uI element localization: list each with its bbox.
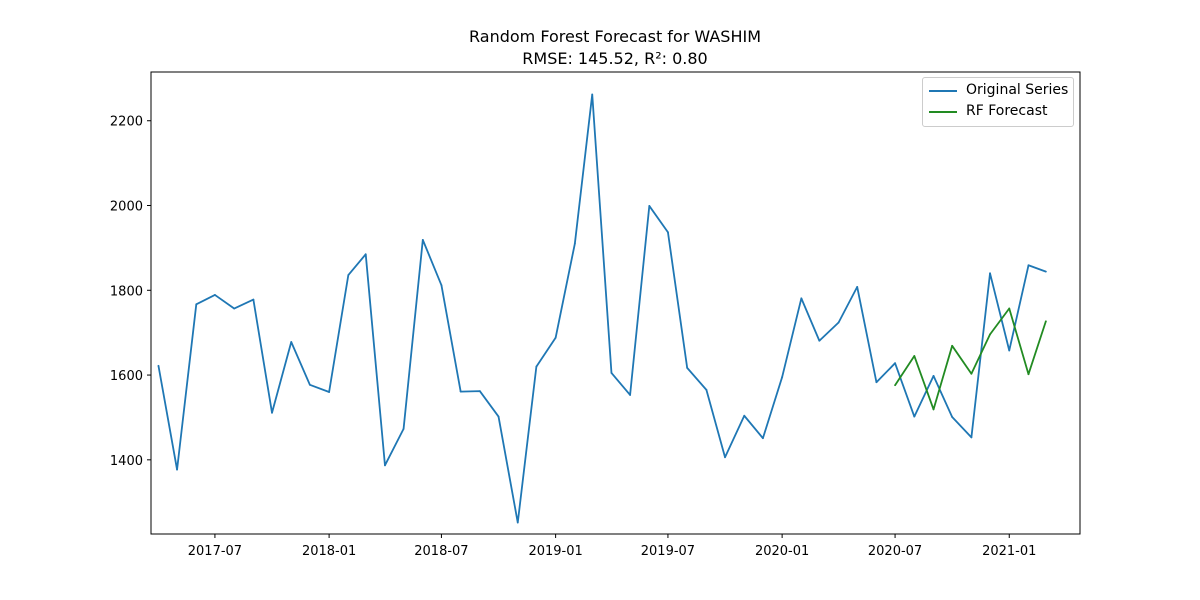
y-tick-label: 1400 [110, 454, 143, 469]
data-point-original-series [743, 414, 746, 417]
data-point-original-series [648, 205, 651, 207]
data-point-original-series [837, 321, 840, 324]
data-point-original-series [328, 391, 331, 393]
data-point-original-series [705, 388, 708, 391]
data-point-original-series [970, 436, 973, 439]
data-point-original-series [573, 242, 576, 245]
data-point-original-series [233, 307, 236, 310]
data-point-original-series [781, 376, 784, 379]
data-point-original-series [271, 411, 273, 414]
data-point-original-series [932, 375, 935, 377]
data-point-rf-forecast [894, 384, 896, 387]
legend-item-rf-forecast: RF Forecast [923, 102, 1073, 122]
data-point-rf-forecast [951, 344, 954, 347]
data-point-original-series [440, 284, 443, 287]
data-point-original-series [554, 336, 557, 339]
data-point-original-series [157, 364, 160, 367]
data-point-rf-forecast [1008, 307, 1011, 310]
data-point-original-series [421, 238, 424, 241]
axis-layer: 2017-07 2018-01 2018-07 2019-01 2019-07 2020-… [110, 115, 1037, 559]
y-tick-label: 1600 [110, 369, 143, 384]
data-point-original-series [214, 294, 216, 296]
chart-subtitle: RMSE: 145.52, R²: 0.80 [522, 49, 708, 68]
series-layer [157, 93, 1047, 524]
x-tick-label: 2020-01 [755, 544, 809, 559]
data-point-original-series [459, 390, 462, 393]
data-point-original-series [875, 381, 878, 384]
x-tick-label: 2019-01 [528, 544, 582, 559]
data-point-original-series [479, 390, 481, 393]
legend-item-original-series: Original Series [923, 81, 1073, 101]
data-point-original-series [667, 231, 669, 234]
data-point-original-series [347, 274, 350, 276]
data-point-original-series [252, 298, 255, 301]
x-tick-label: 2020-07 [868, 544, 922, 559]
legend-swatch-rf-forecast [929, 111, 957, 113]
data-point-rf-forecast [989, 333, 991, 336]
data-point-rf-forecast [932, 408, 935, 411]
chart-title: Random Forest Forecast for WASHIM [469, 27, 761, 46]
x-tick-label: 2021-01 [982, 544, 1036, 559]
legend: Original Series RF Forecast [922, 77, 1074, 127]
data-point-original-series [761, 437, 764, 440]
legend-swatch-original-series [929, 90, 957, 92]
data-point-original-series [1008, 349, 1011, 352]
data-point-original-series [610, 372, 613, 374]
x-tick-label: 2018-01 [302, 544, 356, 559]
data-point-original-series [913, 415, 916, 418]
y-tick-label: 2200 [110, 115, 143, 130]
data-point-original-series [535, 365, 538, 368]
series-line-original-series [157, 93, 1047, 524]
data-point-original-series [686, 366, 689, 369]
data-point-original-series [195, 303, 198, 306]
x-tick-label: 2019-07 [641, 544, 695, 559]
data-point-original-series [951, 416, 954, 418]
data-point-original-series [800, 297, 803, 300]
legend-label-original-series: Original Series [966, 82, 1069, 98]
series-line-rf-forecast [894, 307, 1047, 411]
legend-label-rf-forecast: RF Forecast [966, 103, 1048, 119]
plot-frame [150, 71, 1081, 535]
y-tick-label: 2000 [110, 200, 143, 215]
data-point-original-series [591, 93, 594, 96]
data-point-original-series [894, 362, 896, 365]
data-point-original-series [308, 383, 311, 386]
x-tick-label: 2017-07 [188, 544, 242, 559]
x-tick-label: 2018-07 [414, 544, 468, 559]
data-point-original-series [1044, 270, 1047, 273]
data-point-original-series [290, 341, 293, 343]
data-point-original-series [724, 456, 726, 459]
data-point-original-series [856, 285, 859, 288]
y-tick-label: 1800 [110, 284, 143, 299]
data-point-original-series [1027, 264, 1030, 267]
data-point-original-series [629, 394, 631, 396]
data-point-rf-forecast [1044, 320, 1047, 323]
data-point-original-series [818, 339, 821, 342]
data-point-original-series [364, 253, 367, 256]
data-point-original-series [384, 464, 386, 467]
data-point-original-series [176, 468, 178, 471]
data-point-original-series [497, 415, 500, 418]
data-point-rf-forecast [1027, 373, 1030, 376]
data-point-rf-forecast [970, 372, 973, 375]
data-point-original-series [516, 521, 519, 524]
data-point-rf-forecast [913, 355, 916, 357]
data-point-original-series [402, 427, 405, 430]
data-point-original-series [989, 272, 991, 275]
